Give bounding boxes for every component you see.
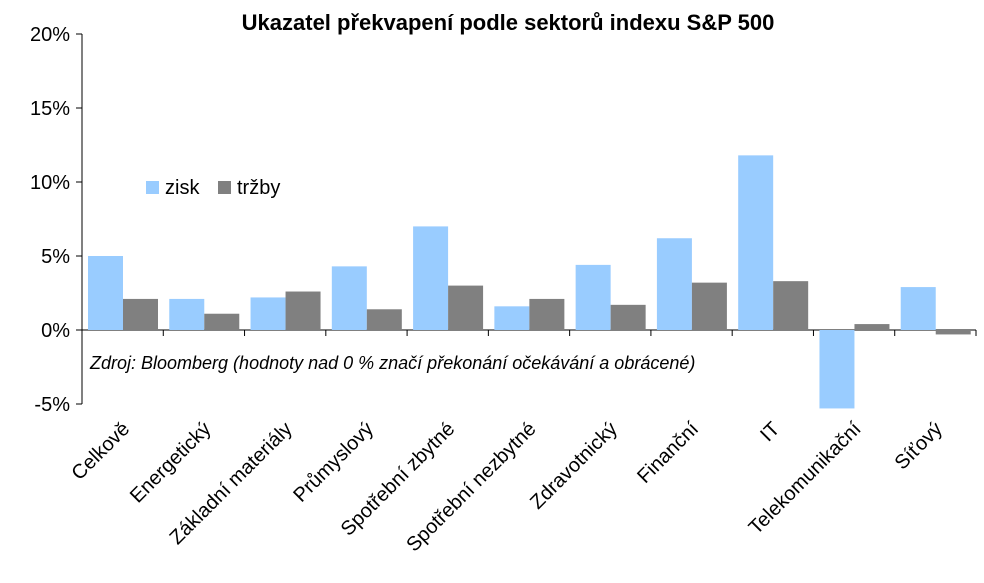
bar-zisk bbox=[656, 238, 692, 330]
y-tick-label: 20% bbox=[30, 24, 70, 46]
legend-label: tržby bbox=[237, 177, 280, 199]
x-tick-label: Průmyslový bbox=[289, 418, 378, 507]
legend: zisk tržby bbox=[146, 177, 280, 199]
bar-zisk bbox=[494, 306, 530, 330]
x-tick-label: IT bbox=[756, 418, 784, 446]
bar-zisk bbox=[819, 330, 855, 409]
y-tick-label: 0% bbox=[41, 320, 70, 342]
bar-tržby bbox=[448, 285, 484, 330]
x-tick-label: Energetický bbox=[126, 418, 215, 507]
bar-zisk bbox=[900, 287, 936, 330]
bar-tržby bbox=[935, 330, 971, 335]
legend-swatch-tržby bbox=[218, 181, 231, 194]
bar-zisk bbox=[88, 256, 123, 330]
legend-swatch-zisk bbox=[146, 181, 159, 194]
bar-zisk bbox=[738, 155, 774, 330]
y-tick-label: 15% bbox=[30, 98, 70, 120]
bar-tržby bbox=[123, 298, 158, 330]
bar-tržby bbox=[773, 281, 809, 330]
y-tick-label: 10% bbox=[30, 172, 70, 194]
bar-zisk bbox=[575, 264, 611, 330]
source-annotation: Zdroj: Bloomberg (hodnoty nad 0 % značí … bbox=[89, 353, 695, 373]
bar-tržby bbox=[610, 304, 646, 330]
x-tick-label: Zdravotnický bbox=[526, 418, 622, 514]
bar-zisk bbox=[169, 298, 205, 330]
bar-zisk bbox=[413, 226, 449, 330]
bar-tržby bbox=[366, 309, 402, 330]
bar-zisk bbox=[331, 266, 367, 330]
bar-tržby bbox=[691, 282, 727, 330]
bar-zisk bbox=[250, 297, 286, 330]
bar-tržby bbox=[204, 313, 240, 330]
chart-title: Ukazatel překvapení podle sektorů indexu… bbox=[242, 10, 775, 35]
x-tick-label: Finanční bbox=[633, 418, 703, 488]
x-tick-label: Síťový bbox=[891, 418, 947, 474]
y-tick-label: -5% bbox=[34, 394, 70, 416]
y-tick-label: 5% bbox=[41, 246, 70, 268]
bar-tržby bbox=[529, 298, 565, 330]
bar-tržby bbox=[854, 324, 890, 330]
bars bbox=[88, 155, 971, 409]
legend-label: zisk bbox=[165, 177, 200, 199]
x-tick-label: Celkově bbox=[68, 418, 135, 485]
bar-tržby bbox=[285, 291, 321, 330]
